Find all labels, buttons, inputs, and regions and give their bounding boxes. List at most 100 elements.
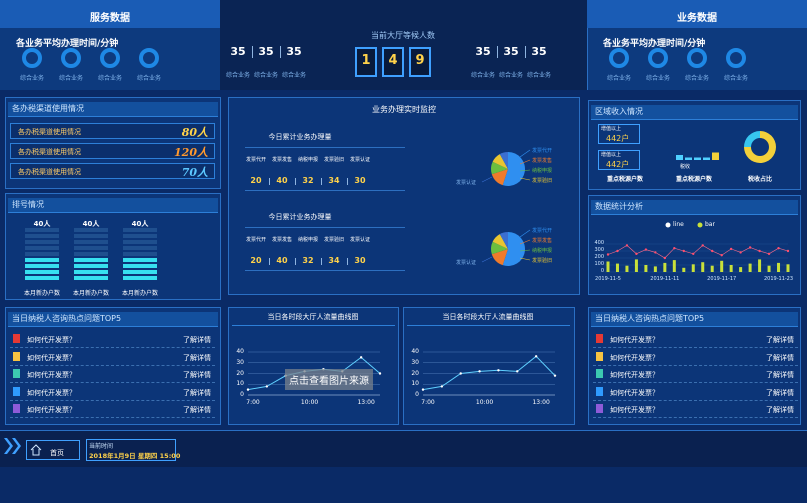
queue-segment <box>25 240 59 244</box>
digit-box <box>382 47 404 77</box>
queue-segment <box>74 246 108 250</box>
item-divider <box>269 258 270 265</box>
item-value: 40 <box>276 256 288 265</box>
digit-box <box>409 47 431 77</box>
detail-link[interactable]: 了解详情 <box>183 406 211 414</box>
channel-name: 各办税渠道使用情况 <box>18 128 81 136</box>
block-title: 今日累计业务办理量 <box>268 213 332 221</box>
pie-label: 发票发售 <box>532 158 553 164</box>
pie-label: 发票验旧 <box>532 178 553 184</box>
top-left-header <box>0 0 220 28</box>
chart-title: 当日各时段大厅人流量曲线图 <box>267 313 359 321</box>
item-divider <box>269 178 270 185</box>
queue-segment <box>123 258 157 262</box>
item-value: 30 <box>354 176 366 185</box>
question: 如何代开发票？ <box>27 406 76 414</box>
y-tick-label: 40 <box>236 348 244 355</box>
pie-label: 发票验旧 <box>532 258 553 264</box>
detail-link[interactable]: 了解详情 <box>183 371 211 379</box>
channel-name: 各办税渠道使用情况 <box>18 148 81 156</box>
queue-value: 40人 <box>33 220 51 228</box>
detail-link[interactable]: 了解详情 <box>766 353 794 362</box>
queue-segment <box>123 234 157 238</box>
panel-title-bar: 各办税渠道使用情况 <box>8 102 218 117</box>
item-value: 34 <box>328 176 340 185</box>
count-divider <box>280 46 281 58</box>
queue-segment <box>123 228 157 232</box>
item-label: 发票发售 <box>271 237 292 243</box>
y-tick-label: 0 <box>240 391 244 398</box>
detail-link[interactable]: 了解详情 <box>766 388 794 397</box>
ring-label: 综合业务 <box>97 75 122 82</box>
row-divider <box>593 399 798 401</box>
queue-segment <box>25 228 59 232</box>
rank-icon <box>596 369 603 378</box>
queue-segment <box>123 270 157 274</box>
pie-label: 发票认证 <box>456 260 477 266</box>
chart-title-line <box>232 325 395 326</box>
rank-icon <box>13 386 20 396</box>
question: 如何代开发票？ <box>27 388 76 397</box>
queue-segment <box>25 276 59 280</box>
item-label: 发票验旧 <box>323 157 344 163</box>
queue-segment <box>74 264 108 268</box>
count-label: 综合业务 <box>526 72 551 79</box>
section-title: 各业务平均办理时间/分钟 <box>603 39 706 49</box>
count-label: 综合业务 <box>253 72 278 79</box>
y-tick-label: 400 <box>594 240 604 246</box>
count-label: 综合业务 <box>281 72 306 79</box>
detail-link[interactable]: 了解详情 <box>766 406 794 414</box>
block-divider <box>245 147 405 148</box>
queue-segment <box>123 252 157 256</box>
queue-value: 40人 <box>82 220 100 228</box>
region-box-label: 增值以上 <box>601 126 622 132</box>
detail-link[interactable]: 了解详情 <box>766 336 794 344</box>
item-divider <box>347 258 348 265</box>
detail-link[interactable]: 了解详情 <box>766 371 794 379</box>
y-tick-label: 20 <box>411 369 419 377</box>
count-label: 综合业务 <box>225 72 250 79</box>
rank-icon <box>596 351 603 361</box>
queue-segment <box>25 264 59 268</box>
rank-icon <box>13 369 20 378</box>
item-label: 发票代开 <box>245 237 266 243</box>
detail-link[interactable]: 了解详情 <box>183 353 211 362</box>
region-box <box>598 150 640 170</box>
pie-label: 发票认证 <box>456 180 477 186</box>
ring-label: 综合业务 <box>58 75 83 82</box>
x-tick-label: 2019-11-23 <box>763 276 794 282</box>
x-tick-label: 10:00 <box>475 399 494 406</box>
panel-title: 业务办理实时监控 <box>372 105 436 114</box>
ring-label: 综合业务 <box>136 75 161 82</box>
watermark: 点击查看图片来源 <box>285 369 373 390</box>
item-value: 20 <box>250 256 262 265</box>
detail-link[interactable]: 了解详情 <box>183 336 211 344</box>
time-label: 当前时间 <box>89 443 114 450</box>
count-divider <box>252 46 253 58</box>
rank-icon <box>596 386 603 396</box>
y-tick-label: 0 <box>600 268 604 274</box>
item-label: 发票认证 <box>349 237 370 243</box>
y-tick-label: 100 <box>594 261 604 267</box>
header-title: 服务数据 <box>90 13 130 24</box>
y-tick-label: 30 <box>236 358 244 366</box>
channel-value: 80人 <box>181 126 208 139</box>
item-value: 40 <box>276 176 288 185</box>
y-tick-label: 200 <box>594 254 604 260</box>
channel-name: 各办税渠道使用情况 <box>18 168 81 176</box>
queue-segment <box>123 264 157 268</box>
count-label: 综合业务 <box>470 72 495 79</box>
x-tick-label: 7:00 <box>421 399 435 406</box>
question: 如何代开发票？ <box>610 371 659 379</box>
detail-link[interactable]: 了解详情 <box>183 388 211 397</box>
panel <box>228 97 580 295</box>
home-label[interactable]: 首页 <box>50 449 64 457</box>
item-value: 20 <box>250 176 262 185</box>
item-value: 34 <box>328 256 340 265</box>
item-divider <box>321 178 322 185</box>
item-divider <box>321 258 322 265</box>
row-divider <box>10 347 215 348</box>
item-value: 32 <box>302 256 314 265</box>
count-value: 35 <box>531 45 547 58</box>
region-box-value: 442户 <box>606 160 630 169</box>
